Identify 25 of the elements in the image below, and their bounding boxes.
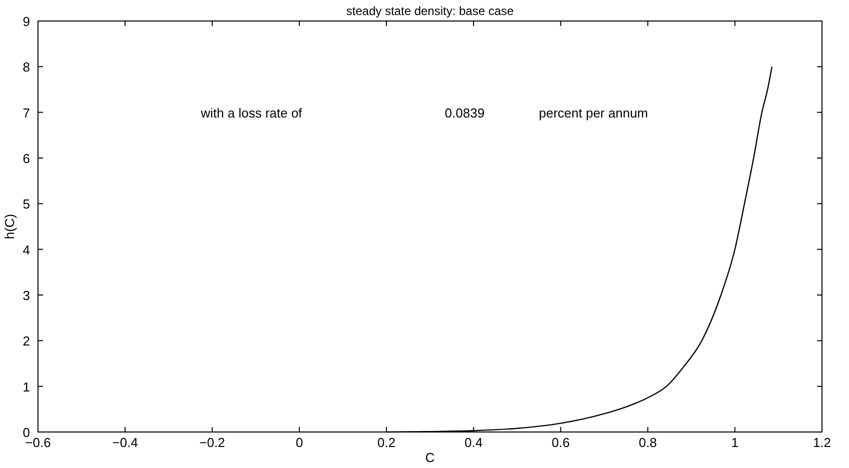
x-tick-label: 0 — [296, 435, 303, 450]
y-tick-label: 6 — [22, 151, 30, 166]
y-tick-label: 3 — [22, 288, 30, 303]
x-tick-label: 0.2 — [377, 435, 396, 450]
y-tick-label: 7 — [22, 105, 30, 120]
y-axis-title: h(C) — [2, 214, 17, 240]
x-axis-title: C — [425, 450, 435, 465]
annotation: with a loss rate of — [200, 105, 302, 120]
x-tick-label: 0.6 — [552, 435, 570, 450]
y-tick-label: 2 — [22, 334, 30, 349]
y-tick-label: 1 — [22, 379, 30, 394]
x-tick-label: 0.8 — [638, 435, 657, 450]
annotation: 0.0839 — [444, 105, 485, 120]
x-tick-label: −0.2 — [199, 435, 226, 450]
y-tick-label: 4 — [22, 242, 30, 258]
x-tick-label: 1 — [731, 435, 739, 450]
annotation: percent per annum — [538, 105, 648, 120]
y-tick-label: 0 — [22, 425, 30, 440]
y-tick-label: 9 — [22, 14, 30, 29]
chart-title: steady state density: base case — [346, 4, 514, 18]
x-tick-label: 0.4 — [464, 435, 483, 450]
y-tick-label: 5 — [22, 196, 30, 212]
x-tick-label: −0.4 — [112, 435, 138, 450]
x-tick-label: 1.2 — [812, 435, 832, 450]
y-tick-label: 8 — [22, 60, 30, 75]
